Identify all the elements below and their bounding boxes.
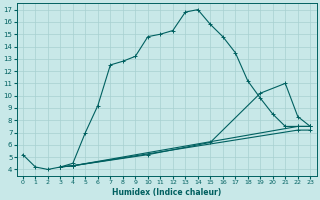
X-axis label: Humidex (Indice chaleur): Humidex (Indice chaleur): [112, 188, 221, 197]
